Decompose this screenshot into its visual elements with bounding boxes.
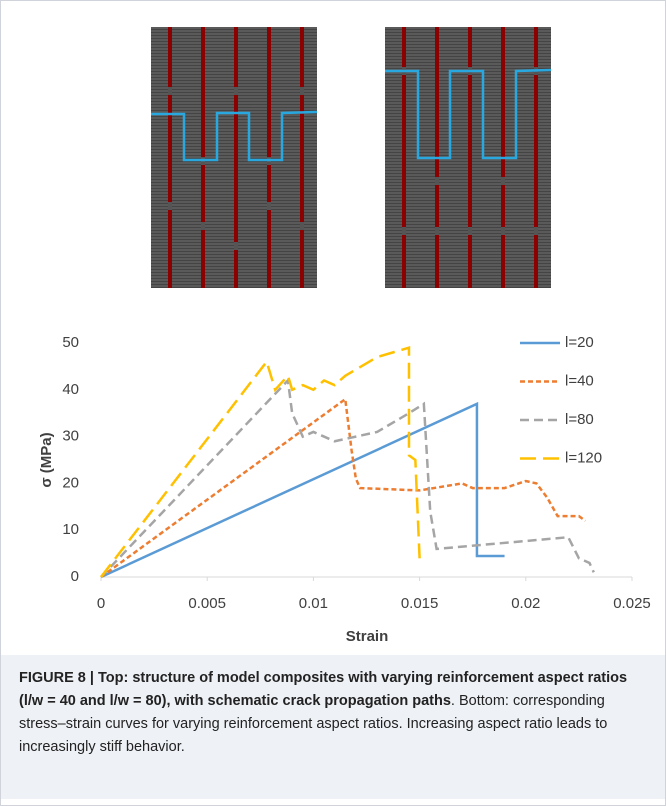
y-tick-label: 30 [62, 428, 79, 445]
fiber [468, 27, 472, 288]
fiber-gap [435, 227, 439, 235]
y-tick-label: 40 [62, 381, 79, 398]
caption-bold: FIGURE 8 | Top: structure of model compo… [19, 670, 628, 709]
fiber-gap [201, 222, 205, 230]
legend-label: l=40 [565, 372, 594, 389]
x-axis-label: Strain [346, 628, 389, 645]
legend-label: l=120 [565, 449, 602, 466]
figure: Strain σ (MPa) 0 10 20 30 40 50 0 0.005 0.01 0.01… [38, 27, 651, 645]
fiber-gap [300, 222, 304, 230]
fiber-gap [435, 177, 439, 185]
crack-path [385, 68, 552, 160]
legend-label: l=20 [565, 334, 594, 351]
fiber [402, 27, 406, 288]
y-tick-label: 0 [71, 568, 79, 585]
series-line [100, 396, 587, 579]
y-tick-label: 20 [62, 474, 79, 491]
crack-path [151, 110, 318, 162]
fiber-gap [168, 87, 172, 95]
fiber-gap [402, 227, 406, 235]
fiber [168, 27, 172, 288]
legend-label: l=80 [565, 411, 594, 428]
x-tick-label: 0.01 [299, 595, 328, 612]
fiber-gap [267, 202, 271, 210]
x-tick-label: 0.025 [613, 595, 651, 612]
fiber [534, 27, 538, 288]
y-axis-label: σ (MPa) [38, 432, 55, 487]
y-tick-label: 50 [62, 334, 79, 351]
series-line [100, 346, 421, 578]
caption-text: . Bottom: corresponding stress–strain cu… [19, 693, 608, 755]
fiber-gap [234, 87, 238, 95]
fiber [234, 27, 238, 288]
fiber [300, 27, 304, 288]
fiber-gap [501, 177, 505, 185]
y-tick-label: 10 [62, 521, 79, 538]
x-tick-label: 0.015 [401, 595, 439, 612]
x-tick-label: 0 [97, 595, 105, 612]
fiber-gap [468, 227, 472, 235]
fiber-gap [534, 227, 538, 235]
fiber-gap [501, 227, 505, 235]
series-line [100, 401, 505, 579]
fiber-gap [168, 202, 172, 210]
caption: FIGURE 8 | Top: structure of model compo… [1, 655, 665, 799]
x-tick-label: 0.005 [188, 595, 226, 612]
x-tick-label: 0.02 [511, 595, 540, 612]
fiber-gap [234, 242, 238, 250]
fiber-gap [300, 87, 304, 95]
series-line [100, 377, 595, 578]
